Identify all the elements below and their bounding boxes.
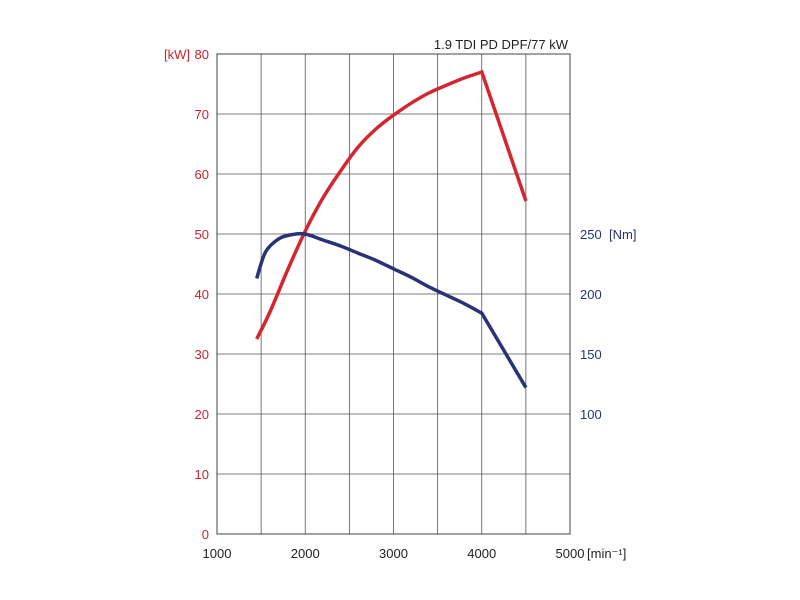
right-axis-ticks: 100 150 200 250 — [580, 227, 602, 422]
left-tick-label: 60 — [195, 167, 209, 182]
grid — [217, 54, 570, 534]
left-tick-label: 70 — [195, 107, 209, 122]
chart-title: 1.9 TDI PD DPF/77 kW — [434, 37, 569, 52]
left-tick-label: 30 — [195, 347, 209, 362]
torque-curve — [255, 231, 528, 389]
x-axis-label: [min⁻¹] — [587, 546, 626, 561]
x-tick-label: 4000 — [467, 546, 496, 561]
x-axis-ticks: 1000 2000 3000 4000 5000 — [203, 546, 585, 561]
left-tick-label: 40 — [195, 287, 209, 302]
x-tick-label: 2000 — [291, 546, 320, 561]
left-tick-label: 20 — [195, 407, 209, 422]
right-tick-label: 250 — [580, 227, 602, 242]
plot-frame — [216, 53, 571, 535]
left-axis-ticks: 0 10 20 30 40 50 60 70 80 — [195, 47, 209, 542]
x-tick-label: 5000 — [556, 546, 585, 561]
left-tick-label: 0 — [202, 527, 209, 542]
right-tick-label: 150 — [580, 347, 602, 362]
power-curve — [255, 69, 528, 340]
right-axis-label: [Nm] — [609, 227, 636, 242]
left-tick-label: 80 — [195, 47, 209, 62]
left-tick-label: 10 — [195, 467, 209, 482]
x-tick-label: 1000 — [203, 546, 232, 561]
left-tick-label: 50 — [195, 227, 209, 242]
left-axis-label: [kW] — [164, 47, 190, 62]
right-tick-label: 200 — [580, 287, 602, 302]
x-tick-label: 3000 — [379, 546, 408, 561]
series-lines — [255, 69, 528, 389]
right-tick-label: 100 — [580, 407, 602, 422]
